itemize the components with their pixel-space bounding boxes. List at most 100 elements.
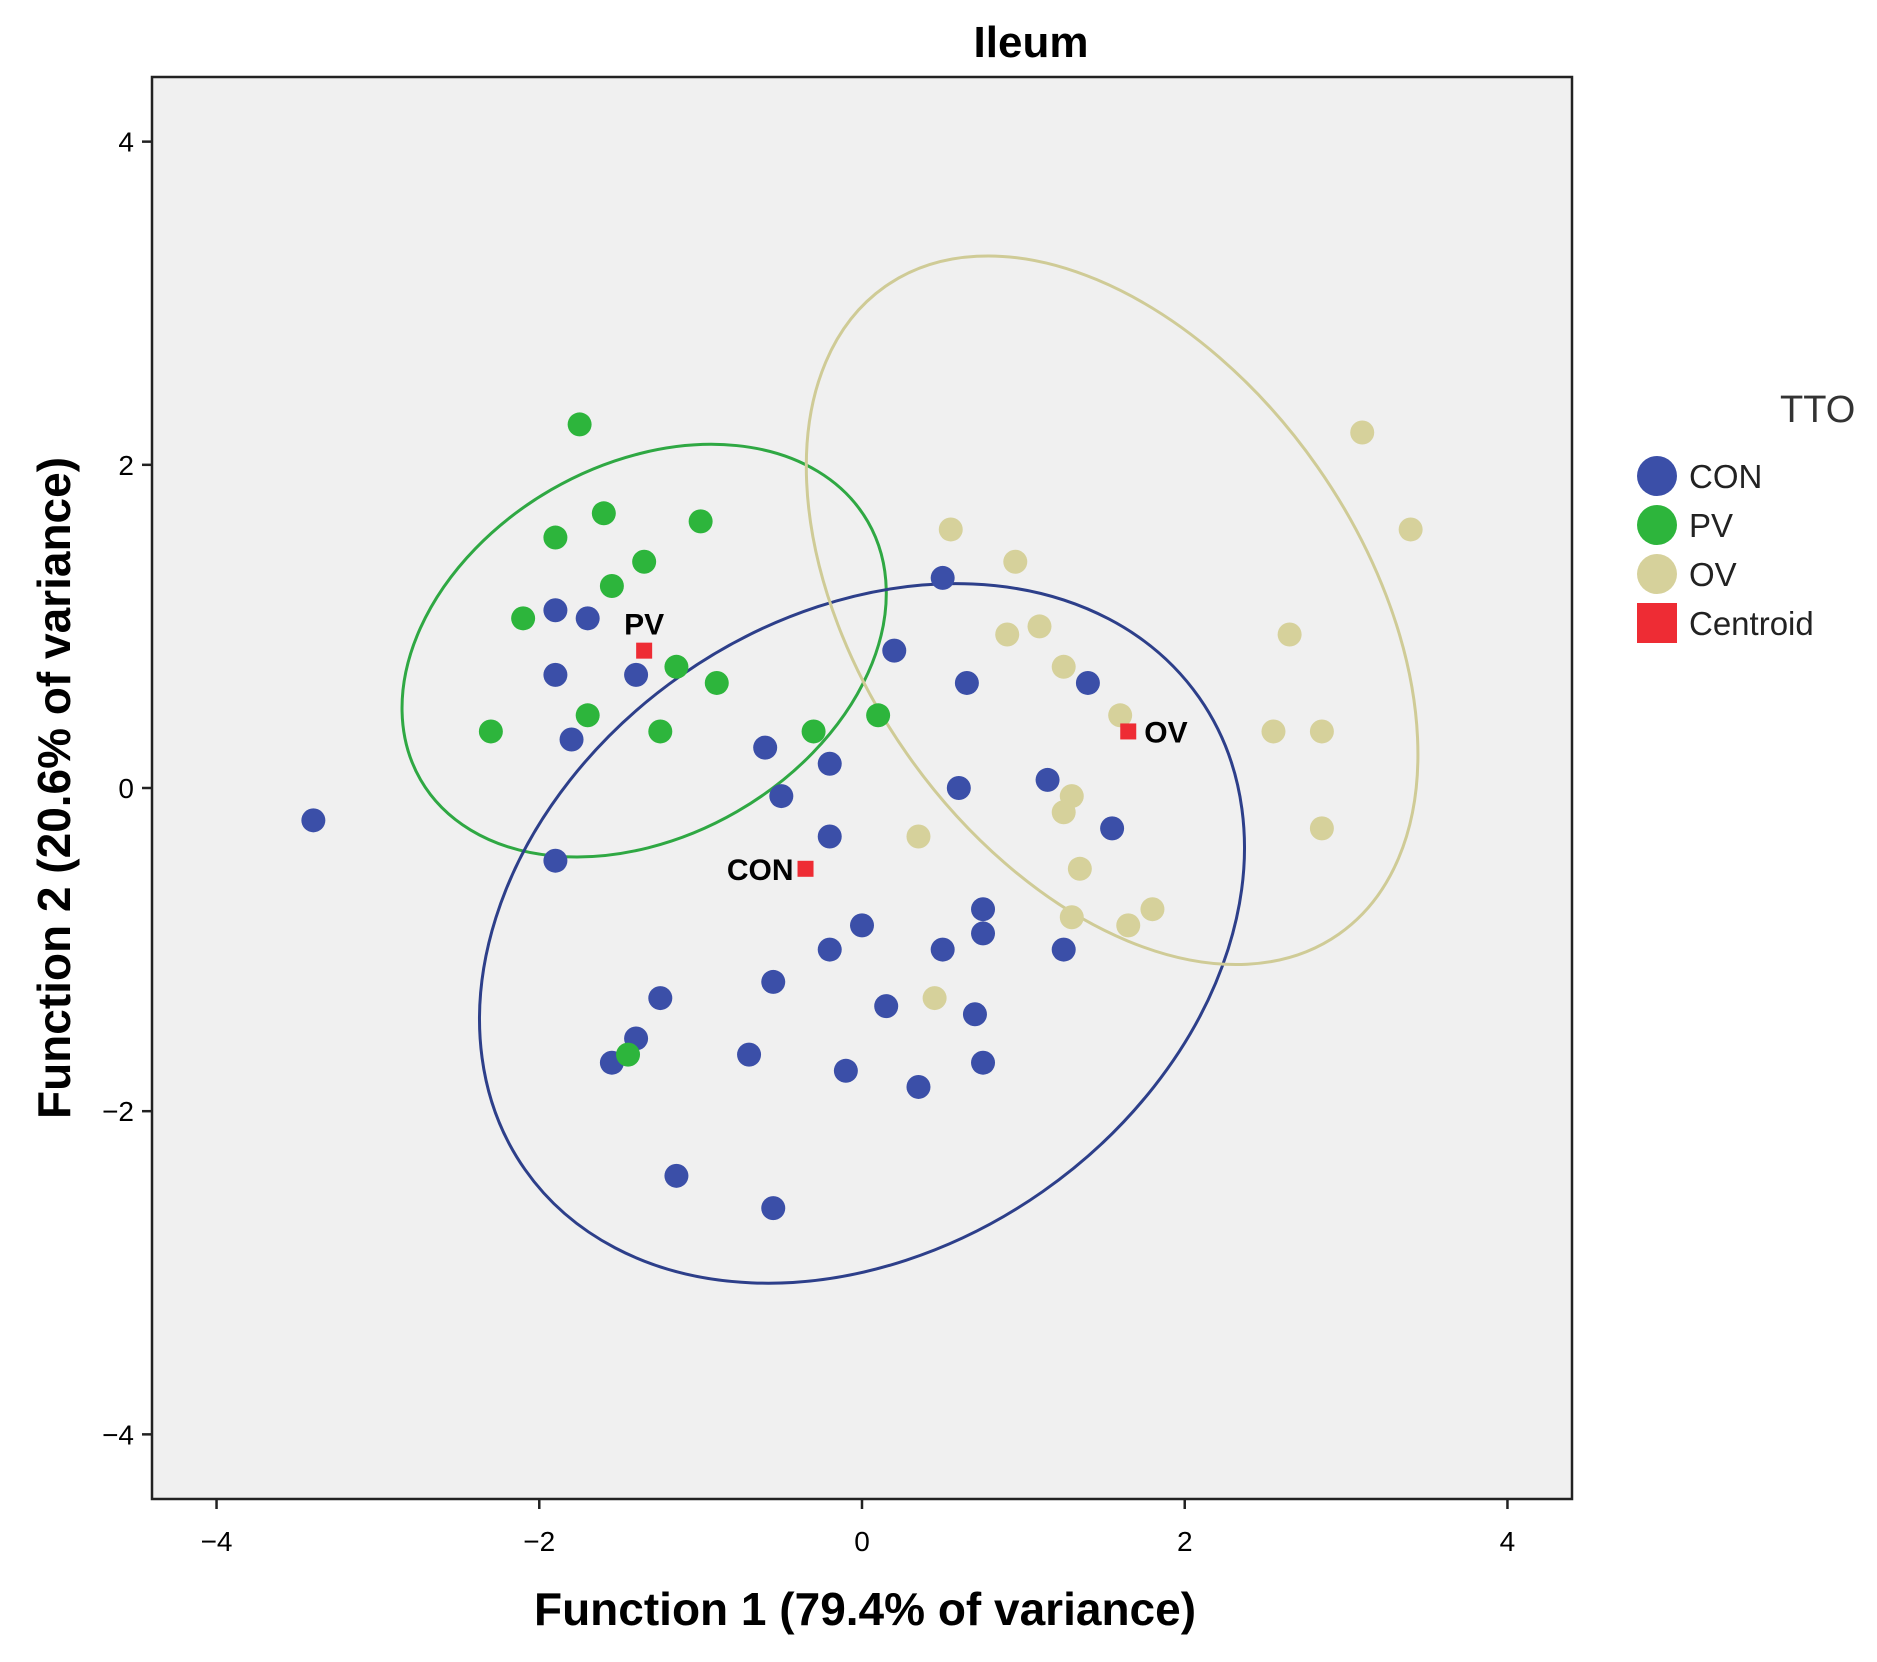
legend-label-centroid: Centroid	[1689, 605, 1814, 642]
point-pv	[616, 1042, 641, 1067]
legend-label-pv: PV	[1689, 507, 1733, 544]
point-ov	[1398, 517, 1423, 542]
point-ov	[1003, 549, 1028, 574]
y-tick-label: −2	[102, 1096, 134, 1127]
point-ov	[1350, 420, 1375, 445]
point-con	[543, 662, 568, 687]
chart-title: Ileum	[974, 18, 1089, 67]
point-pv	[688, 509, 713, 534]
point-con	[575, 606, 600, 631]
point-con	[971, 897, 996, 922]
ellipse-ov	[804, 254, 1420, 967]
centroid-label-pv: PV	[624, 609, 664, 642]
point-ov	[1059, 905, 1084, 930]
point-pv	[866, 703, 891, 728]
point-con	[1075, 670, 1100, 695]
point-con	[882, 638, 907, 663]
legend-marker-ov	[1637, 554, 1677, 594]
point-pv	[543, 525, 568, 550]
point-pv	[575, 703, 600, 728]
point-con	[761, 969, 786, 994]
point-pv	[704, 670, 729, 695]
point-con	[874, 994, 899, 1019]
y-tick-label: 4	[118, 127, 134, 158]
point-con	[761, 1196, 786, 1221]
point-ov	[906, 824, 931, 849]
point-con	[301, 808, 326, 833]
legend-title: TTO	[1780, 389, 1855, 431]
point-con	[817, 824, 842, 849]
x-tick-label: −4	[201, 1526, 233, 1557]
x-tick-label: 4	[1500, 1526, 1516, 1557]
point-con	[624, 662, 649, 687]
centroid-label-con: CON	[727, 854, 794, 887]
point-pv	[664, 654, 689, 679]
y-axis-title: Function 2 (20.6% of variance)	[28, 457, 80, 1119]
point-con	[971, 1050, 996, 1075]
point-ov	[1108, 703, 1133, 728]
centroid-marker-con	[797, 860, 814, 877]
point-pv	[801, 719, 826, 744]
point-con	[930, 937, 955, 962]
point-con	[833, 1058, 858, 1083]
legend-label-ov: OV	[1689, 556, 1737, 593]
point-ov	[995, 622, 1020, 647]
point-con	[906, 1074, 931, 1099]
x-axis-title: Function 1 (79.4% of variance)	[534, 1583, 1196, 1635]
point-pv	[478, 719, 503, 744]
point-ov	[1309, 719, 1334, 744]
point-con	[930, 565, 955, 590]
point-pv	[511, 606, 536, 631]
point-con	[769, 784, 794, 809]
y-tick-label: −4	[102, 1419, 134, 1450]
point-con	[753, 735, 778, 760]
point-layer	[301, 412, 1423, 1221]
legend-marker-centroid	[1637, 603, 1677, 643]
tick-layer: −4 −2 0 2 4 −4 −2 0 2 4	[102, 127, 1515, 1557]
centroid-layer: PV CON OV	[624, 609, 1187, 887]
point-ov	[1277, 622, 1302, 647]
point-con	[962, 1002, 987, 1027]
point-pv	[591, 501, 616, 526]
point-ov	[922, 986, 947, 1011]
point-pv	[567, 412, 592, 437]
point-con	[1051, 937, 1076, 962]
legend-marker-pv	[1637, 505, 1677, 545]
legend-label-con: CON	[1689, 458, 1762, 495]
point-con	[737, 1042, 762, 1067]
legend-marker-con	[1637, 456, 1677, 496]
point-ov	[1051, 654, 1076, 679]
point-pv	[599, 574, 624, 599]
point-ov	[1261, 719, 1286, 744]
point-con	[543, 848, 568, 873]
centroid-marker-ov	[1120, 723, 1137, 740]
x-tick-label: 0	[854, 1526, 870, 1557]
point-con	[1035, 767, 1060, 792]
point-con	[1100, 816, 1125, 841]
point-ov	[1309, 816, 1334, 841]
point-con	[817, 937, 842, 962]
point-con	[971, 921, 996, 946]
point-con	[817, 751, 842, 776]
centroid-marker-pv	[636, 642, 653, 659]
centroid-label-ov: OV	[1144, 716, 1187, 749]
ellipse-pv	[400, 442, 888, 859]
point-ov	[1140, 897, 1165, 922]
point-ov	[938, 517, 963, 542]
point-con	[543, 598, 568, 623]
point-con	[946, 776, 971, 800]
point-con	[559, 727, 584, 752]
y-tick-label: 0	[118, 773, 134, 804]
point-con	[850, 913, 874, 938]
point-ov	[1067, 856, 1092, 881]
point-pv	[648, 719, 673, 744]
plot-area	[150, 75, 1574, 1501]
point-con	[664, 1163, 689, 1188]
x-tick-label: 2	[1177, 1526, 1193, 1557]
point-ov	[1027, 614, 1052, 639]
point-ov	[1116, 913, 1141, 938]
point-con	[954, 670, 979, 695]
legend: TTO CON PV OV Centroid	[1637, 389, 1855, 643]
point-con	[648, 986, 673, 1011]
